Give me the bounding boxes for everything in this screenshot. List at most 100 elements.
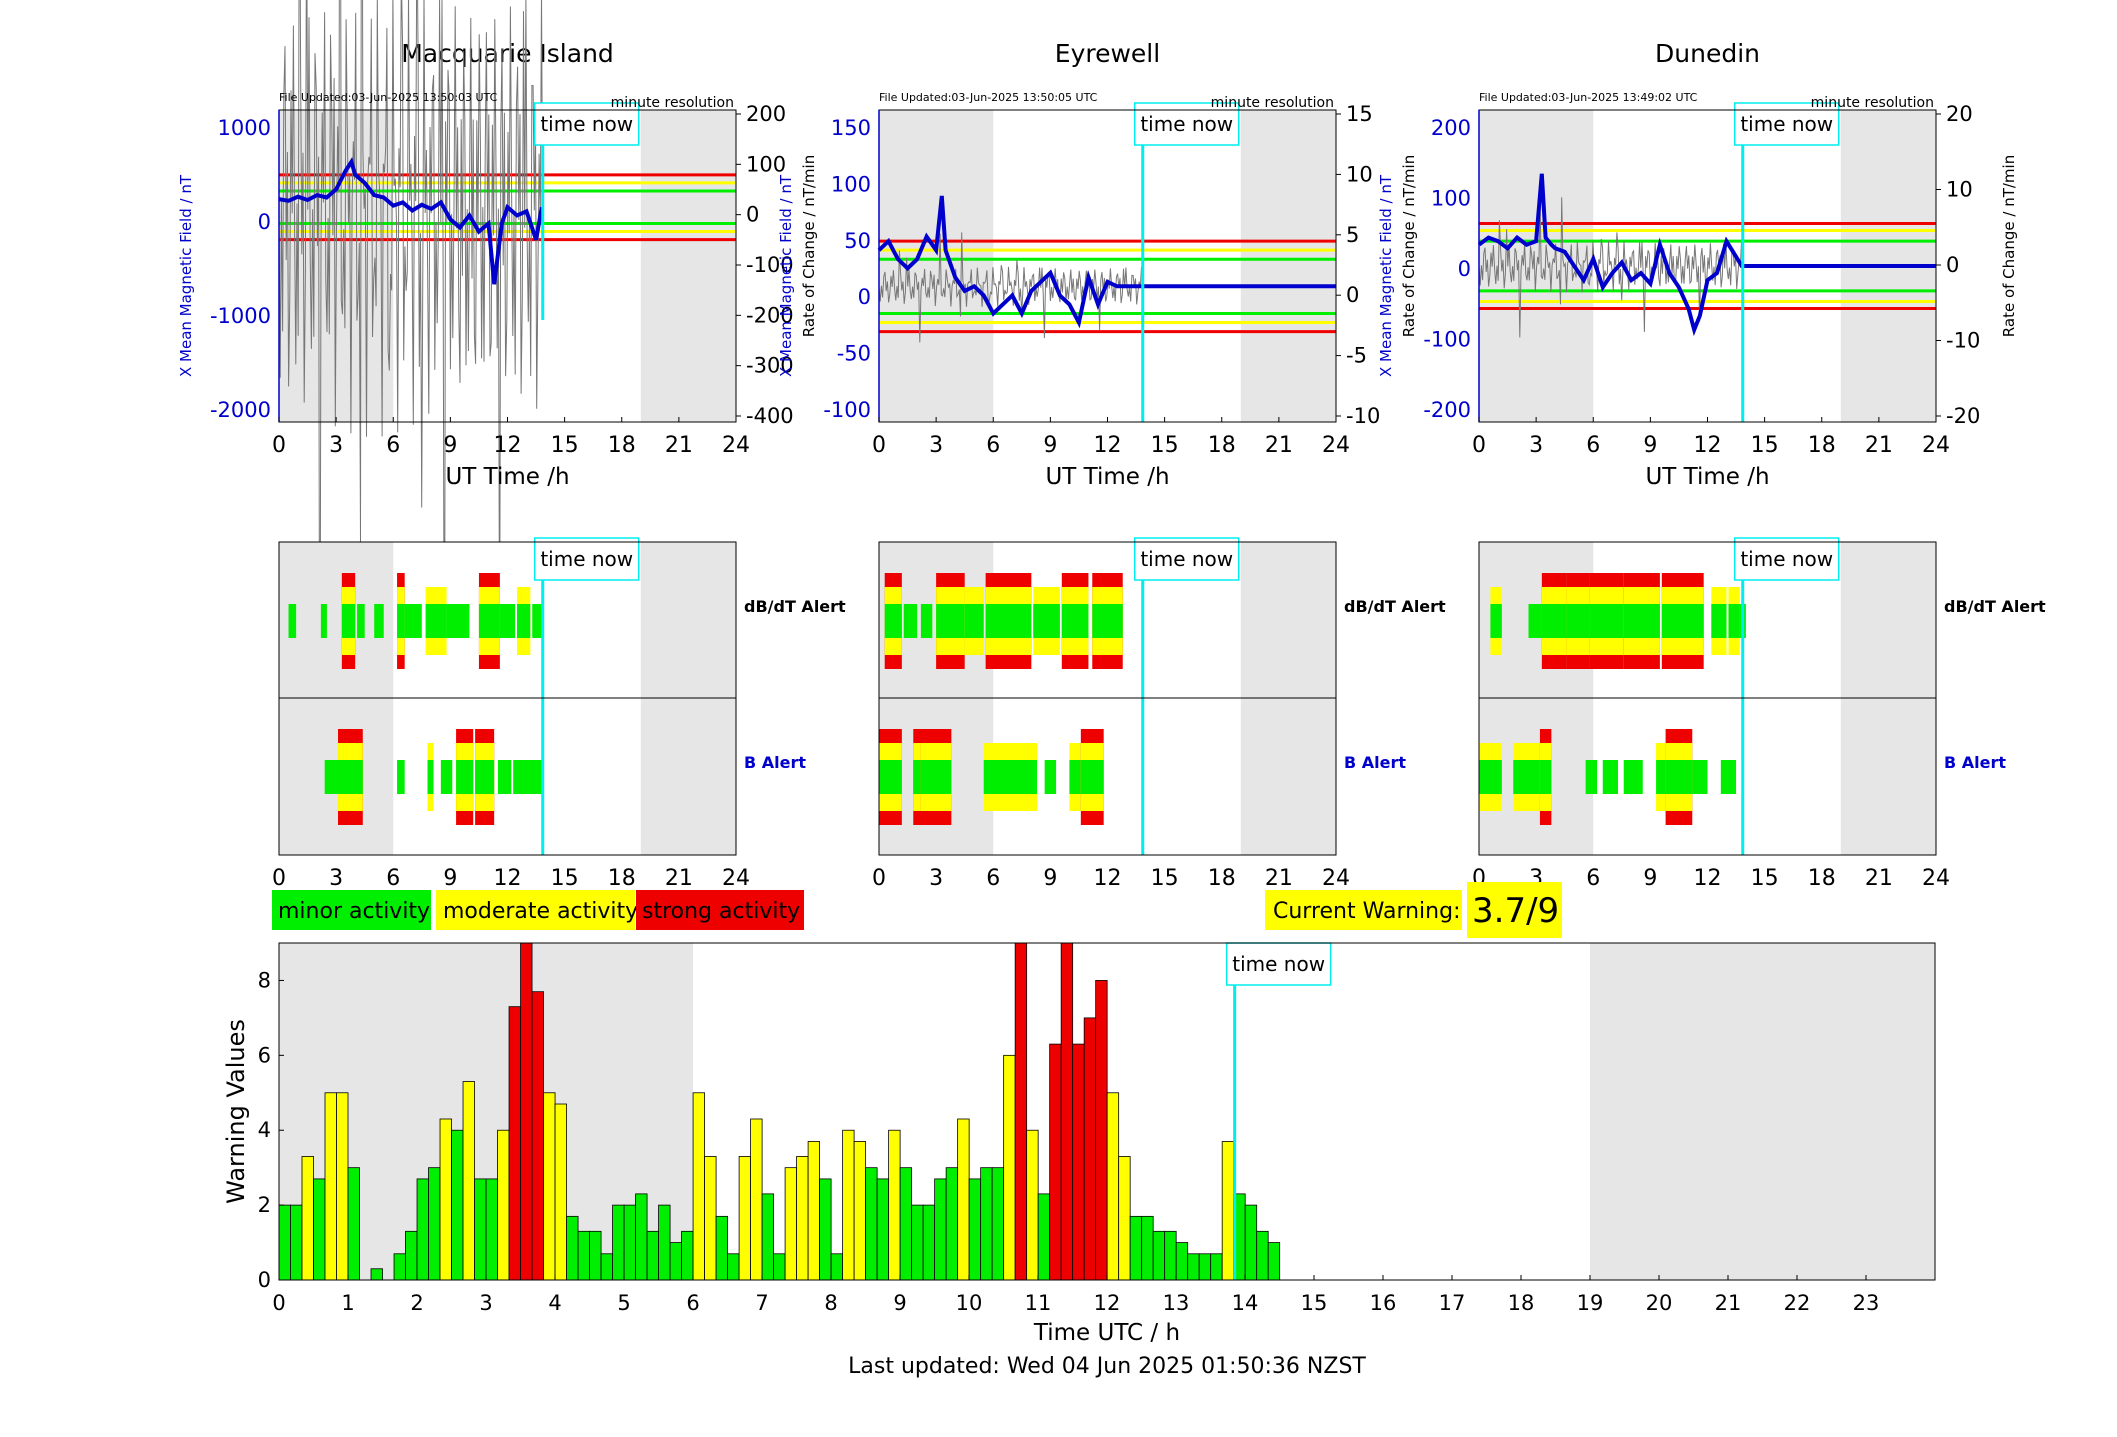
warning-bar bbox=[773, 1253, 786, 1281]
warning-bar bbox=[290, 1204, 303, 1281]
warning-bar bbox=[347, 1167, 360, 1281]
warning-bar bbox=[1267, 1242, 1281, 1281]
warning-bar bbox=[750, 1118, 763, 1281]
x-tick-label: 9 bbox=[1643, 866, 1657, 891]
warning-bar bbox=[1095, 980, 1108, 1281]
x-tick-label: 2 bbox=[410, 1291, 423, 1315]
time-now-label: time now bbox=[1232, 952, 1325, 976]
time-now-label: time now bbox=[1740, 547, 1833, 571]
left-y-tick-label: -100 bbox=[823, 398, 871, 422]
current-warning-label: Current Warning: bbox=[1273, 899, 1460, 924]
dbdt-segment-minor bbox=[341, 604, 356, 638]
dbdt-segment-minor bbox=[1092, 604, 1123, 638]
y-tick-label: 4 bbox=[258, 1118, 271, 1142]
dbdt-segment-minor bbox=[397, 604, 405, 638]
station-panel-0: Macquarie Island time now File Updated:03-… bbox=[177, 0, 818, 834]
warning-bar bbox=[416, 1178, 429, 1281]
x-tick-label: 12 bbox=[494, 866, 522, 891]
left-y-axis-label: X Mean Magnetic Field / nT bbox=[777, 174, 795, 377]
left-y-tick-label: 150 bbox=[831, 116, 871, 140]
warning-bar bbox=[566, 1215, 579, 1281]
warning-bar bbox=[439, 1118, 452, 1281]
warning-bar bbox=[1083, 1017, 1097, 1281]
file-updated: File Updated:03-Jun-2025 13:49:02 UTC bbox=[1479, 91, 1698, 104]
x-tick-label: 6 bbox=[386, 866, 400, 891]
x-tick-label: 24 bbox=[1922, 866, 1950, 891]
x-tick-label: 16 bbox=[1370, 1291, 1397, 1315]
warning-bar bbox=[761, 1193, 774, 1281]
legend-strong-swatch bbox=[636, 890, 804, 930]
right-y-tick-label: -10 bbox=[1346, 404, 1380, 428]
footer-last-updated: Last updated: Wed 04 Jun 2025 01:50:36 N… bbox=[848, 1354, 1366, 1379]
warning-bar bbox=[1072, 1043, 1085, 1281]
alert-frame bbox=[278, 541, 737, 856]
left-y-tick-label: 1000 bbox=[218, 116, 271, 140]
time-now-label: time now bbox=[1740, 112, 1833, 136]
x-field-line bbox=[1477, 173, 1936, 337]
b-segment-minor bbox=[1602, 760, 1619, 794]
dbdt-segment-minor bbox=[425, 604, 447, 638]
x-tick-label: 8 bbox=[824, 1291, 837, 1315]
x-tick-label: 15 bbox=[1751, 433, 1779, 458]
b-segment-minor bbox=[879, 760, 902, 794]
warning-bar bbox=[1175, 1242, 1189, 1281]
current-warning-value-bg bbox=[1467, 882, 1562, 938]
x-tick-label: 1 bbox=[341, 1291, 354, 1315]
warning-bar bbox=[715, 1215, 728, 1281]
file-updated: File Updated:03-Jun-2025 13:50:03 UTC bbox=[279, 91, 498, 104]
time-now-label: time now bbox=[1140, 547, 1233, 571]
right-y-tick-label: -400 bbox=[746, 404, 794, 428]
b-segment-minor bbox=[427, 760, 434, 794]
warning-bar bbox=[1014, 942, 1028, 1281]
warning-bar bbox=[301, 1156, 314, 1281]
warning-bar bbox=[393, 1253, 406, 1281]
x-tick-label: 12 bbox=[1094, 866, 1122, 891]
x-tick-label: 15 bbox=[551, 433, 579, 458]
right-y-tick-label: -300 bbox=[746, 354, 794, 378]
x-tick-label: 21 bbox=[1865, 433, 1893, 458]
dbdt-segment-minor bbox=[1589, 604, 1624, 638]
right-y-tick-label: -5 bbox=[1346, 344, 1367, 368]
warning-bar bbox=[1256, 1230, 1269, 1281]
left-y-tick-label: -50 bbox=[837, 342, 871, 366]
dbdt-alert-label: dB/dT Alert bbox=[1344, 597, 1446, 616]
x-tick-label: 12 bbox=[1094, 433, 1122, 458]
left-y-tick-label: 0 bbox=[858, 285, 871, 309]
x-tick-label: 12 bbox=[1094, 1291, 1121, 1315]
x-tick-label: 9 bbox=[1043, 866, 1057, 891]
x-tick-label: 18 bbox=[1208, 433, 1236, 458]
x-tick-label: 3 bbox=[1529, 433, 1543, 458]
warning-bar bbox=[945, 1167, 959, 1281]
left-y-axis-label: X Mean Magnetic Field / nT bbox=[1377, 174, 1395, 377]
b-segment-minor bbox=[497, 760, 512, 794]
b-segment-minor bbox=[913, 760, 923, 794]
warning-bar bbox=[336, 1092, 349, 1281]
x-tick-label: 6 bbox=[986, 866, 1000, 891]
right-y-axis-label: Rate of Change / nT/min bbox=[1400, 155, 1418, 337]
resolution-label: minute resolution bbox=[1811, 95, 1934, 111]
left-y-tick-label: 100 bbox=[831, 172, 871, 196]
x-tick-label: 15 bbox=[1151, 433, 1179, 458]
current-warning-value: 3.7/9 bbox=[1472, 891, 1559, 931]
b-segment-minor bbox=[1665, 760, 1693, 794]
left-y-axis-label: X Mean Magnetic Field / nT bbox=[177, 174, 195, 377]
x-tick-label: 11 bbox=[1025, 1291, 1052, 1315]
left-y-tick-label: -1000 bbox=[210, 304, 271, 328]
x-tick-label: 12 bbox=[494, 433, 522, 458]
b-segment-minor bbox=[1692, 760, 1708, 794]
dbdt-segment-minor bbox=[446, 604, 470, 638]
dbdt-segment-minor bbox=[374, 604, 384, 638]
b-segment-minor bbox=[920, 760, 952, 794]
x-tick-label: 18 bbox=[608, 866, 636, 891]
x-tick-label: 19 bbox=[1577, 1291, 1604, 1315]
warning-bar bbox=[669, 1242, 682, 1281]
warning-bar bbox=[980, 1167, 993, 1281]
x-tick-label: 23 bbox=[1853, 1291, 1880, 1315]
warning-bar bbox=[612, 1204, 625, 1281]
x-tick-label: 3 bbox=[929, 433, 943, 458]
b-segment-minor bbox=[1080, 760, 1104, 794]
warning-bar bbox=[1106, 1092, 1120, 1281]
warning-bar bbox=[1244, 1204, 1258, 1281]
alert-panel-0: time now dB/dT Alert B Alert 0 3 6 9 12 15 18 21 24 bbox=[272, 537, 846, 891]
